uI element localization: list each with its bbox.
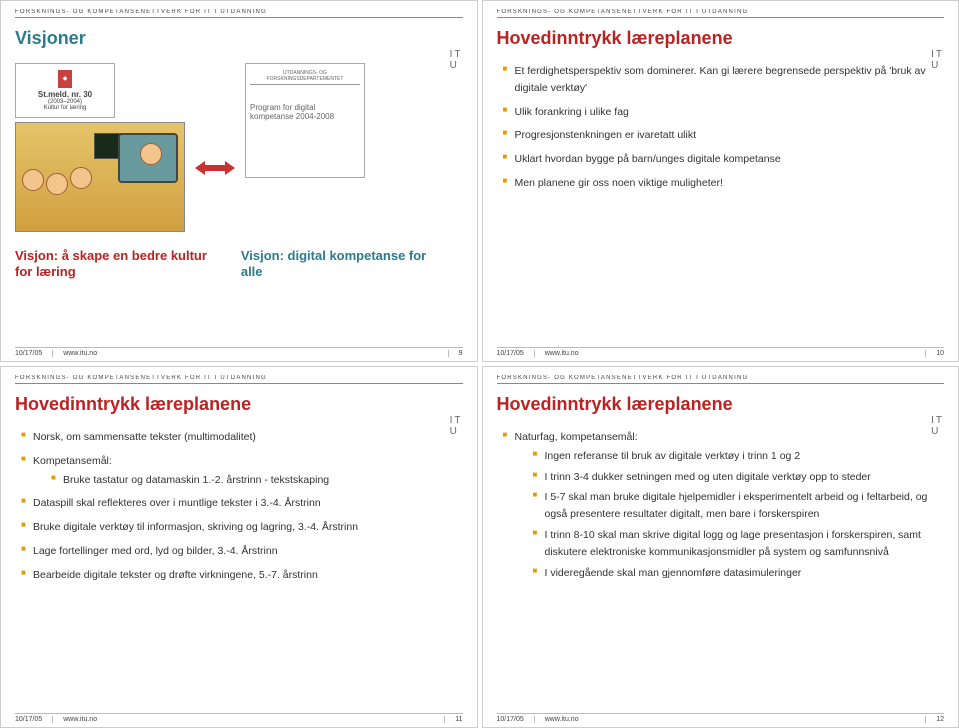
slide-title: Hovedinntrykk læreplanene bbox=[497, 394, 945, 415]
bullet-text: Naturfag, kompetansemål: bbox=[515, 431, 638, 443]
visions-row: ◆ St.meld. nr. 30 (2003–2004) Kultur for… bbox=[15, 63, 463, 232]
footer-url: www.itu.no bbox=[63, 350, 97, 357]
doc1-line1: St.meld. nr. 30 bbox=[20, 90, 110, 99]
slide-footer: 10/17/05 www.itu.no 9 bbox=[15, 347, 463, 357]
doc-stmeld: ◆ St.meld. nr. 30 (2003–2004) Kultur for… bbox=[15, 63, 115, 118]
slide-title: Hovedinntrykk læreplanene bbox=[15, 394, 463, 415]
itu-line1: IT bbox=[450, 49, 463, 60]
bullet: Uklart hvordan bygge på barn/unges digit… bbox=[503, 151, 945, 168]
bullet: Bearbeide digitale tekster og drøfte vir… bbox=[21, 567, 463, 584]
nested-list: Ingen referanse til bruk av digitale ver… bbox=[533, 448, 945, 582]
itu-line1: IT bbox=[931, 49, 944, 60]
slide-title: Hovedinntrykk læreplanene bbox=[497, 28, 945, 49]
slide-title: Visjoner bbox=[15, 28, 463, 49]
doc2-prog2: kompetanse 2004-2008 bbox=[250, 112, 360, 121]
slide-header: FORSKNINGS- OG KOMPETANSENETTVERK FOR IT… bbox=[497, 375, 945, 384]
double-arrow-icon bbox=[195, 161, 235, 175]
itu-logo: IT U bbox=[450, 49, 463, 71]
bullet: Bruke digitale verktøy til informasjon, … bbox=[21, 519, 463, 536]
slide-12: FORSKNINGS- OG KOMPETANSENETTVERK FOR IT… bbox=[482, 366, 959, 728]
itu-line1: IT bbox=[450, 415, 463, 426]
itu-line2: U bbox=[450, 60, 463, 71]
vision-1: Visjon: å skape en bedre kultur for læri… bbox=[15, 248, 221, 279]
bullet: Naturfag, kompetansemål: Ingen referanse… bbox=[503, 429, 945, 581]
slide-header: FORSKNINGS- OG KOMPETANSENETTVERK FOR IT… bbox=[15, 375, 463, 384]
slide-number: 11 bbox=[444, 716, 462, 723]
footer-date: 10/17/05 bbox=[15, 716, 53, 723]
nested-bullet: I trinn 8-10 skal man skrive digital log… bbox=[533, 527, 945, 561]
slide-footer: 10/17/05 www.itu.no 11 bbox=[15, 713, 463, 723]
bullet: Progresjonstenkningen er ivaretatt ulikt bbox=[503, 127, 945, 144]
bullet: Lage fortellinger med ord, lyd og bilder… bbox=[21, 543, 463, 560]
nested-bullet: I trinn 3-4 dukker setningen med og uten… bbox=[533, 469, 945, 486]
doc2-prog1: Program for digital bbox=[250, 103, 360, 112]
doc1-line3: Kultur for læring bbox=[20, 105, 110, 111]
nested-bullet: I videregående skal man gjennomføre data… bbox=[533, 565, 945, 582]
bullet-list: Naturfag, kompetansemål: Ingen referanse… bbox=[503, 429, 945, 588]
vision-2: Visjon: digital kompetanse for alle bbox=[241, 248, 447, 279]
bullet-list: Et ferdighetsperspektiv som dominerer. K… bbox=[503, 63, 945, 199]
doc2-header: UTDANNINGS- OG FORSKNINGSDEPARTEMENTET bbox=[250, 70, 360, 85]
slide-9: FORSKNINGS- OG KOMPETANSENETTVERK FOR IT… bbox=[0, 0, 478, 362]
slide-10: FORSKNINGS- OG KOMPETANSENETTVERK FOR IT… bbox=[482, 0, 959, 362]
bullet-text: Kompetansemål: bbox=[33, 455, 112, 467]
doc-program: UTDANNINGS- OG FORSKNINGSDEPARTEMENTET P… bbox=[245, 63, 365, 178]
bullet: Ulik forankring i ulike fag bbox=[503, 104, 945, 121]
slide-number: 12 bbox=[925, 716, 944, 723]
slide-footer: 10/17/05 www.itu.no 12 bbox=[497, 713, 945, 723]
bullet: Et ferdighetsperspektiv som dominerer. K… bbox=[503, 63, 945, 97]
slide-11: FORSKNINGS- OG KOMPETANSENETTVERK FOR IT… bbox=[0, 366, 478, 728]
slide-header: FORSKNINGS- OG KOMPETANSENETTVERK FOR IT… bbox=[15, 9, 463, 18]
bullet: Dataspill skal reflekteres over i muntli… bbox=[21, 495, 463, 512]
slide-number: 10 bbox=[925, 350, 944, 357]
slide-footer: 10/17/05 www.itu.no 10 bbox=[497, 347, 945, 357]
bullet: Men planene gir oss noen viktige mulighe… bbox=[503, 175, 945, 192]
bullet: Norsk, om sammensatte tekster (multimoda… bbox=[21, 429, 463, 446]
footer-date: 10/17/05 bbox=[497, 350, 535, 357]
slide-number: 9 bbox=[448, 350, 463, 357]
footer-url: www.itu.no bbox=[63, 716, 97, 723]
vision-captions: Visjon: å skape en bedre kultur for læri… bbox=[15, 248, 463, 279]
illustration-kids bbox=[15, 122, 185, 232]
bullet: Kompetansemål: Bruke tastatur og datamas… bbox=[21, 453, 463, 489]
slide-header: FORSKNINGS- OG KOMPETANSENETTVERK FOR IT… bbox=[497, 9, 945, 18]
footer-date: 10/17/05 bbox=[497, 716, 535, 723]
nested-list: Bruke tastatur og datamaskin 1.-2. årstr… bbox=[51, 472, 463, 489]
footer-url: www.itu.no bbox=[545, 716, 579, 723]
footer-date: 10/17/05 bbox=[15, 350, 53, 357]
nested-bullet: Bruke tastatur og datamaskin 1.-2. årstr… bbox=[51, 472, 463, 489]
nested-bullet: I 5-7 skal man bruke digitale hjelpemidl… bbox=[533, 489, 945, 523]
bullet-list: Norsk, om sammensatte tekster (multimoda… bbox=[21, 429, 463, 591]
itu-line1: IT bbox=[931, 415, 944, 426]
nested-bullet: Ingen referanse til bruk av digitale ver… bbox=[533, 448, 945, 465]
footer-url: www.itu.no bbox=[545, 350, 579, 357]
